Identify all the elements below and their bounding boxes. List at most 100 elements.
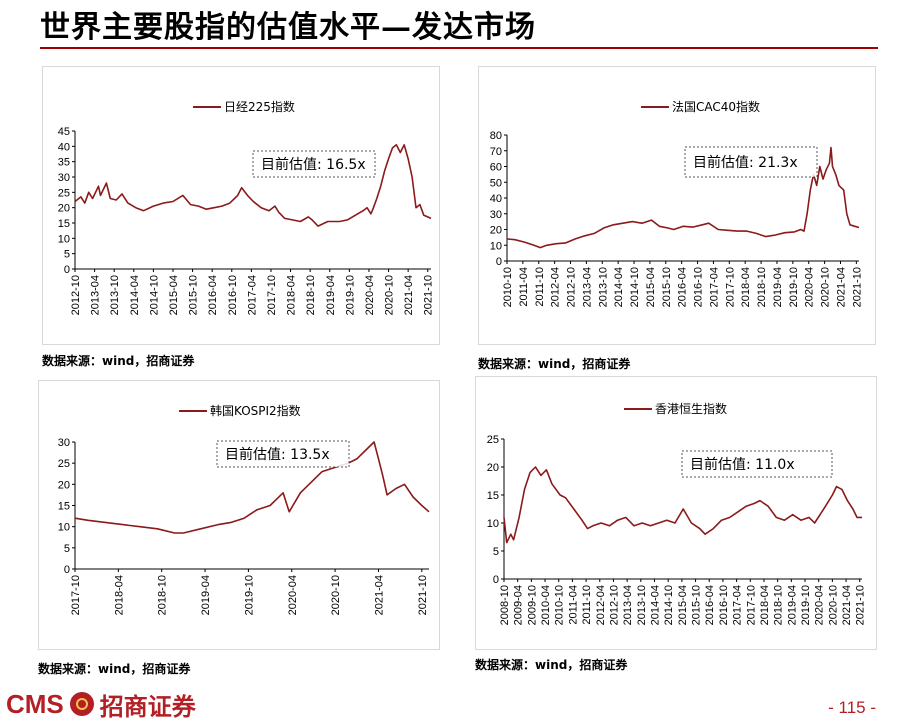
y-tick-label: 45 [58, 126, 70, 138]
valuation-annotation-box [684, 146, 818, 178]
x-tick-label: 2017-04 [246, 275, 258, 315]
logo-mark-icon [69, 692, 94, 716]
x-tick-label: 2021-04 [835, 267, 847, 307]
x-tick-label: 2018-10 [305, 275, 317, 315]
series-line [503, 466, 862, 544]
y-tick-label: 80 [490, 130, 502, 142]
y-tick-label: 15 [58, 218, 70, 230]
x-tick-label: 2019-10 [344, 275, 356, 315]
title-rule [40, 47, 878, 49]
legend-label: 韩国KOSPI2指数 [210, 403, 301, 418]
chart-panel-kospi2: 0 5 10 15 20 25 30 2017-10 2018-04 2018-10 2019-04… [38, 380, 440, 650]
x-tick-label: 2019-04 [200, 575, 212, 615]
y-tick-label: 20 [490, 225, 502, 237]
x-tick-label: 2014-04 [613, 267, 625, 307]
y-tick-label: 20 [487, 462, 499, 474]
x-tick-label: 2011-10 [581, 585, 593, 625]
x-tick-label: 2021-10 [851, 267, 863, 307]
x-tick-label: 2017-04 [708, 267, 720, 307]
y-tick-label: 5 [493, 546, 499, 558]
valuation-annotation-text: 目前估值: 13.5x [225, 446, 330, 463]
x-tick-label: 2016-04 [677, 267, 689, 307]
page-number: - 115 - [828, 698, 876, 717]
x-tick-label: 2013-10 [109, 275, 121, 315]
x-tick-label: 2009-04 [513, 585, 525, 625]
y-tick-label: 5 [64, 543, 70, 555]
legend-label: 日经225指数 [224, 99, 295, 114]
y-tick-label: 70 [490, 146, 502, 158]
y-tick-label: 30 [58, 172, 70, 184]
x-tick-label: 2010-04 [540, 585, 552, 625]
x-tick-label: 2021-10 [417, 575, 429, 615]
valuation-annotation-box [681, 450, 833, 478]
x-tick-label: 2016-10 [718, 585, 730, 625]
x-tick-label: 2015-10 [188, 275, 200, 315]
y-tick-label: 10 [487, 518, 499, 530]
x-tick-label: 2019-04 [786, 585, 798, 625]
x-tick-label: 2019-10 [243, 575, 255, 615]
x-tick-label: 2012-04 [595, 585, 607, 625]
y-tick-label: 30 [490, 209, 502, 221]
x-tick-label: 2021-04 [403, 275, 415, 315]
x-tick-label: 2013-10 [636, 585, 648, 625]
y-tick-label: 60 [490, 162, 502, 174]
x-tick-label: 2012-10 [566, 267, 578, 307]
chart-panel-hangseng: 0 5 10 15 20 25 2008-10 2009-04 2009-10 2010-04 20… [475, 376, 877, 650]
x-tick-label: 2012-10 [70, 275, 82, 315]
x-tick-label: 2016-04 [704, 585, 716, 625]
x-tick-label: 2020-04 [364, 275, 376, 315]
x-tick-label: 2020-10 [827, 585, 839, 625]
valuation-annotation-text: 目前估值: 16.5x [261, 156, 366, 173]
x-tick-label: 2014-10 [629, 267, 641, 307]
x-tick-label: 2016-10 [693, 267, 705, 307]
y-tick-label: 40 [490, 193, 502, 205]
y-tick-label: 0 [493, 574, 499, 586]
x-tick-label: 2011-04 [567, 585, 579, 625]
x-tick-label: 2009-10 [526, 585, 538, 625]
x-tick-label: 2018-04 [759, 585, 771, 625]
chart-cac40: 0 10 20 30 40 50 60 70 80 2010-10 2011-04 2011-10 20… [490, 99, 864, 307]
chart-panel-cac40: 0 10 20 30 40 50 60 70 80 2010-10 2011-04 2011-10 20… [478, 66, 876, 345]
x-tick-label: 2014-10 [663, 585, 675, 625]
logo-cms-text: CMS [6, 688, 64, 719]
company-logo: CMS 招商证券 [6, 688, 196, 721]
x-tick-label: 2012-04 [550, 267, 562, 307]
chart-kospi2: 0 5 10 15 20 25 30 2017-10 2018-04 2018-10 2019-04… [58, 403, 430, 615]
y-tick-label: 25 [487, 434, 499, 446]
y-tick-label: 25 [58, 458, 70, 470]
valuation-annotation-text: 目前估值: 21.3x [693, 154, 798, 171]
x-tick-label: 2020-10 [384, 275, 396, 315]
page-title: 世界主要股指的估值水平—发达市场 [40, 10, 536, 45]
x-tick-label: 2019-04 [325, 275, 337, 315]
y-tick-label: 0 [64, 564, 70, 576]
valuation-annotation-text: 目前估值: 11.0x [690, 456, 795, 473]
y-tick-label: 30 [58, 437, 70, 449]
x-tick-label: 2014-04 [129, 275, 141, 315]
valuation-annotation-box [252, 150, 376, 178]
x-tick-label: 2017-04 [732, 585, 744, 625]
x-tick-label: 2017-10 [266, 275, 278, 315]
x-tick-label: 2008-10 [499, 585, 511, 625]
series-line [506, 146, 860, 249]
x-tick-label: 2021-04 [373, 575, 385, 615]
x-tick-label: 2021-04 [841, 585, 853, 625]
valuation-annotation-box [216, 440, 350, 468]
y-tick-label: 25 [58, 187, 70, 199]
x-tick-label: 2020-04 [287, 575, 299, 615]
x-tick-label: 2020-10 [820, 267, 832, 307]
chart-panel-nikkei: 0 5 10 15 20 25 30 35 40 45 2012-10 2013-04 2013-10 2… [42, 66, 440, 345]
y-tick-label: 35 [58, 157, 70, 169]
x-tick-label: 2018-10 [756, 267, 768, 307]
y-tick-label: 40 [58, 141, 70, 153]
x-tick-label: 2015-04 [168, 275, 180, 315]
y-tick-label: 15 [487, 490, 499, 502]
x-tick-label: 2011-10 [534, 267, 546, 307]
x-tick-label: 2020-10 [330, 575, 342, 615]
x-tick-label: 2016-04 [207, 275, 219, 315]
chart-hangseng: 0 5 10 15 20 25 2008-10 2009-04 2009-10 2010-04 20… [487, 401, 867, 625]
x-tick-label: 2018-04 [740, 267, 752, 307]
y-tick-label: 5 [64, 249, 70, 261]
legend-label: 法国CAC40指数 [672, 99, 760, 114]
x-tick-label: 2018-10 [157, 575, 169, 615]
series-line [74, 441, 430, 534]
